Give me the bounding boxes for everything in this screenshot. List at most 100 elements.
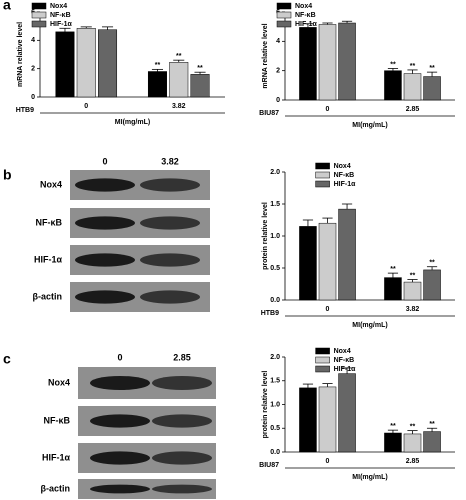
blot-row-label: HIF-1α — [34, 254, 63, 264]
significance: ** — [429, 65, 435, 72]
y-tick-label: 1.5 — [270, 378, 280, 385]
y-tick-label: 2.0 — [270, 354, 280, 361]
bar — [384, 70, 402, 101]
legend-label: Nox4 — [334, 348, 351, 355]
blot-band — [152, 451, 212, 465]
x-axis-label: MI(mg/mL) — [115, 119, 150, 126]
y-axis-label: protein relative level — [262, 371, 269, 439]
x-tick-label: 0 — [326, 458, 330, 465]
x-tick-label: 3.82 — [172, 103, 186, 110]
bar — [318, 24, 337, 101]
significance: ** — [176, 53, 182, 60]
legend-label: NF-κB — [334, 172, 355, 179]
legend-label: HIF-1α — [50, 21, 73, 28]
y-axis-label: mRNA relative level — [262, 23, 269, 88]
blot-band — [140, 253, 200, 267]
bar — [147, 71, 167, 98]
significance: ** — [429, 260, 435, 267]
significance: ** — [410, 423, 416, 430]
blot-row-label: NF-κB — [35, 217, 62, 227]
legend-swatch — [315, 180, 330, 188]
blot-band — [75, 290, 135, 304]
bar — [76, 28, 96, 98]
blot-row-label: NF-κB — [43, 415, 70, 425]
blot-band — [152, 375, 212, 391]
blot-column-label: 2.85 — [173, 352, 191, 362]
legend-label: Nox4 — [295, 3, 312, 10]
bar — [318, 222, 337, 301]
legend-label: NF-κB — [50, 12, 71, 19]
cell-line-label: HTB9 — [261, 310, 279, 317]
blot-column-label: 0 — [102, 156, 107, 166]
panel-label: a — [3, 0, 11, 13]
bar — [338, 208, 356, 301]
y-tick-label: 0.5 — [270, 425, 280, 432]
blot-band — [140, 178, 200, 192]
panel-label: c — [3, 351, 11, 367]
y-tick-label: 2.0 — [270, 169, 280, 176]
blot-row-label: Nox4 — [48, 377, 70, 387]
bar — [299, 27, 317, 101]
legend-label: NF-κB — [295, 12, 316, 19]
bar — [403, 73, 422, 101]
legend-swatch — [315, 365, 330, 373]
x-axis-label: MI(mg/mL) — [352, 474, 387, 481]
legend-swatch — [31, 20, 47, 28]
legend-label: Nox4 — [334, 163, 351, 170]
legend-swatch — [276, 20, 292, 28]
blot-column-label: 3.82 — [161, 156, 179, 166]
blot-band — [140, 290, 200, 304]
significance: ** — [390, 423, 396, 430]
legend-swatch — [315, 356, 330, 364]
bar — [338, 22, 356, 101]
significance: ** — [197, 65, 203, 72]
blot-band — [152, 484, 212, 494]
blot-band — [75, 253, 135, 267]
blot-band — [90, 414, 150, 428]
bar — [299, 387, 317, 453]
significance: ** — [429, 421, 435, 428]
y-tick-label: 4 — [31, 37, 35, 44]
legend-swatch — [276, 2, 292, 10]
blot-band — [90, 451, 150, 465]
blot-column-label: 0 — [117, 352, 122, 362]
y-tick-label: 0 — [276, 97, 280, 104]
cell-line-label: HTB9 — [16, 107, 34, 114]
bar — [338, 373, 356, 453]
x-tick-label: 0 — [326, 306, 330, 313]
blot-row-label: HIF-1α — [42, 452, 71, 462]
bar — [423, 76, 441, 101]
blot-row-label: Nox4 — [40, 179, 62, 189]
bar — [98, 29, 118, 98]
legend-label: HIF-1α — [334, 366, 357, 373]
legend-label: HIF-1α — [334, 181, 357, 188]
bar — [55, 31, 75, 98]
blot-band — [140, 216, 200, 230]
legend-swatch — [315, 162, 330, 170]
y-tick-label: 1.0 — [270, 401, 280, 408]
blot-band — [75, 178, 135, 192]
bar — [318, 386, 337, 453]
legend-label: NF-κB — [334, 357, 355, 364]
y-tick-label: 1.0 — [270, 233, 280, 240]
bar — [423, 269, 441, 301]
cell-line-label: BIU87 — [259, 110, 279, 117]
x-tick-label: 0 — [326, 106, 330, 113]
y-axis-label: protein relative level — [262, 202, 269, 270]
legend-swatch — [315, 347, 330, 355]
y-axis-label: mRNA relative level — [17, 22, 24, 87]
bar — [384, 277, 402, 301]
bar — [169, 62, 189, 98]
significance: ** — [410, 63, 416, 70]
y-tick-label: 4 — [276, 38, 280, 45]
panel-label: b — [3, 167, 12, 183]
x-tick-label: 3.82 — [406, 306, 420, 313]
bar — [403, 433, 422, 453]
bar — [423, 431, 441, 453]
cell-line-label: BIU87 — [259, 462, 279, 469]
y-tick-label: 0 — [31, 94, 35, 101]
blot-band — [152, 414, 212, 428]
x-axis-label: MI(mg/mL) — [352, 122, 387, 129]
significance: ** — [410, 272, 416, 279]
